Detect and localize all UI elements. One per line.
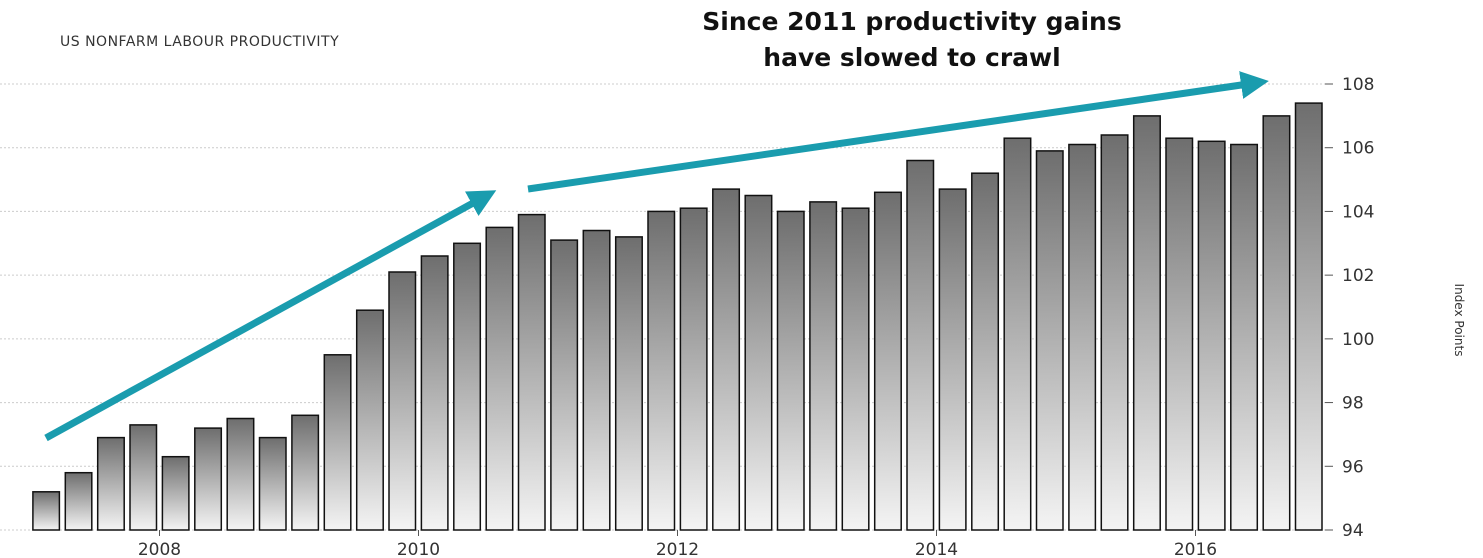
bar-22 xyxy=(744,194,773,531)
bar-8 xyxy=(291,414,320,531)
bar-20 xyxy=(679,207,708,531)
bar-23 xyxy=(776,210,805,531)
x-axis-ticks: 2008 2010 2012 2014 2016 xyxy=(138,530,1217,558)
bar-2 xyxy=(96,436,125,531)
trend-arrow-2011-2017 xyxy=(527,71,1269,193)
bar-5 xyxy=(194,427,223,531)
bar-1 xyxy=(64,471,93,531)
ytick-label-98: 98 xyxy=(1342,394,1364,414)
bar-27 xyxy=(906,159,935,531)
bar-17 xyxy=(582,229,611,531)
xtick-label-2010: 2010 xyxy=(397,540,440,558)
bar-15 xyxy=(517,213,546,531)
trend-arrow-2007-2011 xyxy=(44,190,497,442)
bar-18 xyxy=(614,236,643,531)
ytick-label-102: 102 xyxy=(1342,266,1374,286)
bar-0 xyxy=(32,491,61,531)
ytick-label-104: 104 xyxy=(1342,202,1374,222)
bar-39 xyxy=(1294,102,1323,531)
bar-24 xyxy=(809,201,838,531)
bar-12 xyxy=(420,255,449,531)
bar-4 xyxy=(161,455,190,531)
ytick-label-106: 106 xyxy=(1342,139,1374,159)
xtick-label-2016: 2016 xyxy=(1174,540,1217,558)
xtick-label-2012: 2012 xyxy=(656,540,699,558)
annotation-line-2: have slowed to crawl xyxy=(763,43,1060,72)
bar-25 xyxy=(841,207,870,531)
chart-title: US NONFARM LABOUR PRODUCTIVITY xyxy=(60,34,339,50)
bar-26 xyxy=(873,191,902,531)
ytick-label-96: 96 xyxy=(1342,457,1364,477)
bar-3 xyxy=(129,424,158,531)
xtick-label-2014: 2014 xyxy=(915,540,958,558)
bar-10 xyxy=(355,309,384,531)
bar-36 xyxy=(1197,140,1226,531)
bar-21 xyxy=(712,188,741,531)
ytick-label-94: 94 xyxy=(1342,521,1364,541)
bar-19 xyxy=(647,210,676,531)
bar-14 xyxy=(485,226,514,531)
ytick-label-100: 100 xyxy=(1342,330,1374,350)
bar-13 xyxy=(453,242,482,531)
y-axis-ticks: 94 96 98 100 102 104 106 108 xyxy=(1325,75,1374,541)
bar-28 xyxy=(938,188,967,531)
annotation-line-1: Since 2011 productivity gains xyxy=(702,7,1121,36)
y-axis-label: Index Points xyxy=(1452,284,1466,357)
bar-37 xyxy=(1230,143,1259,531)
bar-6 xyxy=(226,417,255,531)
bar-30 xyxy=(1003,137,1032,531)
bar-11 xyxy=(388,271,417,531)
bar-32 xyxy=(1068,143,1097,531)
bar-16 xyxy=(550,239,579,531)
bars xyxy=(32,102,1323,531)
ytick-label-108: 108 xyxy=(1342,75,1374,95)
bar-35 xyxy=(1165,137,1194,531)
bar-29 xyxy=(971,172,1000,531)
bar-38 xyxy=(1262,115,1291,531)
bar-31 xyxy=(1035,150,1064,531)
bar-33 xyxy=(1100,134,1129,531)
bar-9 xyxy=(323,354,352,531)
bar-7 xyxy=(258,436,287,531)
bar-34 xyxy=(1132,115,1161,531)
xtick-label-2008: 2008 xyxy=(138,540,181,558)
